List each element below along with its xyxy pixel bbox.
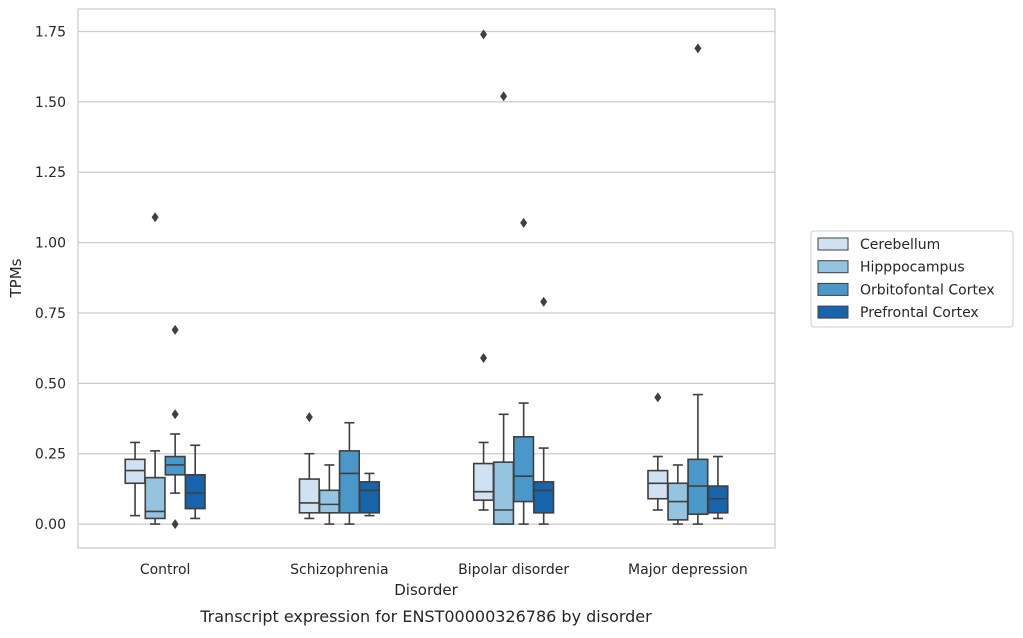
y-tick-label: 1.75 [35,25,66,41]
box-iqr [338,450,361,514]
outlier-point [151,212,159,223]
box-group [144,212,166,525]
box-group [358,472,381,517]
outlier-point [171,409,179,420]
box-group [338,421,361,525]
box-group [184,444,206,520]
legend-label: Hipppocampus [860,260,965,276]
y-tick-label: 0.25 [35,447,66,463]
outlier-point [540,296,548,307]
outlier-point [305,412,313,423]
box-group [687,43,709,525]
box-iqr [533,481,555,514]
box-iqr [184,474,206,510]
box-iqr [144,476,166,520]
x-tick-label: Major depression [628,562,748,578]
y-axis-label: TPMs [7,258,25,298]
outlier-point [171,324,179,335]
y-tick-label: 1.50 [35,95,66,111]
box-group [647,392,669,511]
outlier-point [520,217,528,228]
y-tick-label: 0.00 [35,517,66,533]
box-group [667,464,689,525]
x-axis-label: Disorder [394,581,458,599]
y-tick-label: 1.00 [35,236,66,252]
legend-frame [810,230,1014,328]
legend-items: Cerebellum Hipppocampus Orbitofontal Corte… [817,237,995,321]
plot-frame [77,8,776,549]
box-iqr [298,478,320,514]
box-group [492,91,515,525]
outlier-point [654,392,662,403]
outlier-point [480,353,488,364]
box-group [533,296,555,525]
box-iqr [318,489,340,514]
x-tick-label: Bipolar disorder [458,562,569,578]
x-tick-labels: Control Schizophrenia Bipolar disorder Majo… [140,562,748,578]
box-group [707,455,729,520]
outlier-point [694,43,702,54]
grid-layer [78,30,775,525]
legend-swatch [817,260,849,274]
y-tick-label: 1.25 [35,165,66,181]
box-group [298,412,320,520]
y-tick-label: 0.75 [35,306,66,322]
y-tick-label: 0.50 [35,376,66,392]
box-iqr [647,469,669,500]
legend-label: Prefrontal Cortex [860,305,979,321]
box-iqr [513,436,535,503]
outlier-point [500,91,508,102]
legend-swatch [817,237,849,251]
box-group [513,217,535,525]
box-iqr [358,481,381,514]
y-tick-labels: 0.00 0.25 0.50 0.75 1.00 1.25 1.50 1.75 [35,25,66,534]
box-group [124,441,146,517]
x-tick-label: Control [140,562,191,578]
box-group [318,464,340,525]
x-tick-label: Schizophrenia [290,562,388,578]
box-iqr [492,461,515,525]
outlier-point [171,519,179,530]
box-iqr [472,462,495,501]
legend-swatch [817,305,849,319]
box-group [472,29,495,511]
legend-label: Cerebellum [860,237,940,253]
legend-swatch [817,282,849,296]
box-group [164,324,186,530]
outlier-point [480,29,488,40]
chart-caption: Transcript expression for ENST0000032678… [199,607,652,626]
marks-layer [124,29,729,530]
legend-label: Orbitofontal Cortex [860,282,995,298]
legend: Cerebellum Hipppocampus Orbitofontal Corte… [810,230,1014,328]
